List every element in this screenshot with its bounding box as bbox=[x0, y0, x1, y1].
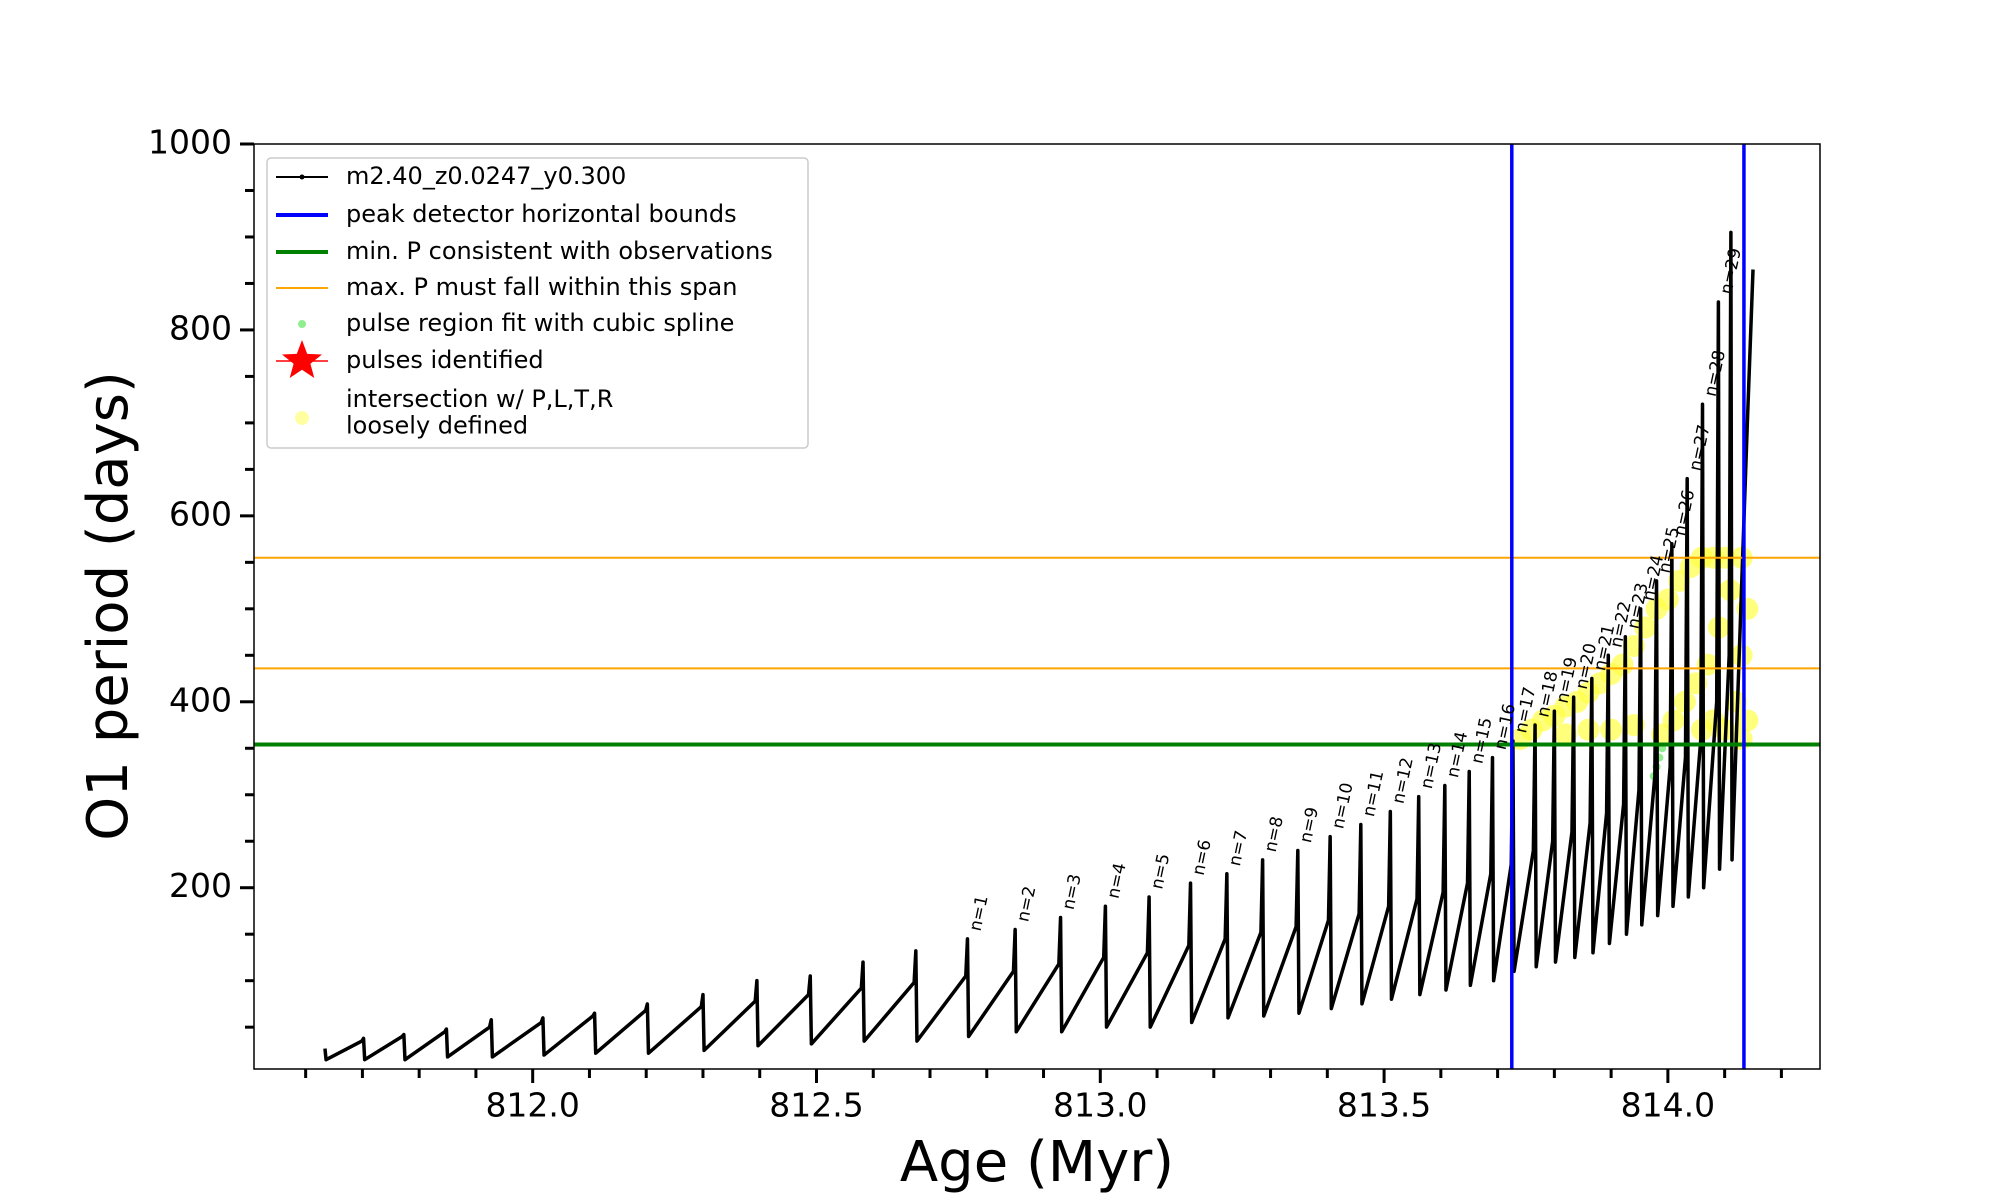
y-tick-label: 1000 bbox=[148, 123, 232, 162]
legend-swatch-star bbox=[282, 340, 322, 378]
intersection-point bbox=[1611, 653, 1634, 676]
y-tick-label: 200 bbox=[169, 866, 232, 905]
legend-box bbox=[266, 157, 809, 449]
intersection-point bbox=[1730, 644, 1753, 667]
legend-swatch-dot bbox=[298, 320, 306, 328]
intersection-point bbox=[1736, 709, 1759, 732]
legend-label: min. P consistent with observations bbox=[346, 237, 773, 265]
x-tick-label: 812.0 bbox=[485, 1086, 579, 1125]
intersection-point bbox=[1554, 723, 1577, 746]
y-tick-label: 600 bbox=[169, 494, 232, 533]
legend-label: pulses identified bbox=[346, 346, 544, 374]
x-axis-label: Age (Myr) bbox=[900, 1130, 1174, 1195]
y-axis-label: O1 period (days) bbox=[76, 371, 141, 841]
y-tick-label: 800 bbox=[169, 308, 232, 347]
x-tick-label: 814.0 bbox=[1621, 1086, 1715, 1125]
x-tick-label: 812.5 bbox=[769, 1086, 863, 1125]
x-tick-label: 813.5 bbox=[1337, 1086, 1431, 1125]
plot-area bbox=[254, 144, 1820, 1069]
legend-label: pulse region fit with cubic spline bbox=[346, 309, 734, 337]
intersection-point bbox=[1600, 718, 1623, 741]
legend-label: intersection w/ P,L,T,R loosely defined bbox=[346, 385, 613, 439]
legend-label: peak detector horizontal bounds bbox=[346, 200, 737, 228]
x-tick-label: 813.0 bbox=[1053, 1086, 1147, 1125]
legend-label: max. P must fall within this span bbox=[346, 273, 737, 301]
data-line bbox=[323, 230, 1755, 1062]
plot-frame bbox=[253, 143, 1821, 1070]
legend-swatch-dot bbox=[299, 174, 305, 180]
y-tick-label: 400 bbox=[169, 680, 232, 719]
legend-swatch-dot bbox=[295, 411, 309, 425]
legend-label: m2.40_z0.0247_y0.300 bbox=[346, 162, 626, 190]
intersection-point bbox=[1577, 718, 1600, 741]
